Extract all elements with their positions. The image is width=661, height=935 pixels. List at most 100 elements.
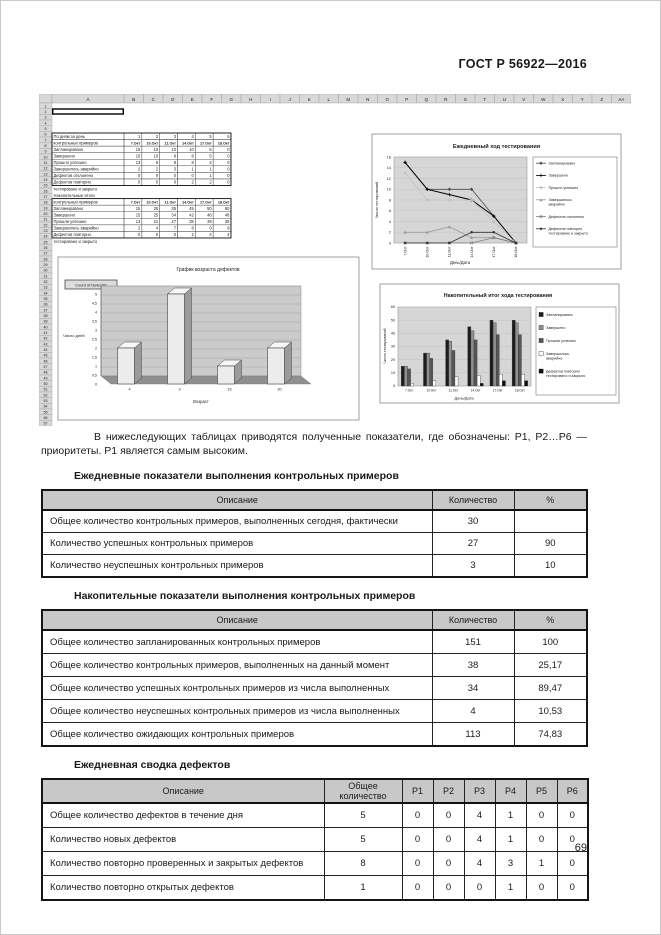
- svg-text:7: 7: [45, 138, 47, 142]
- svg-text:31: 31: [44, 274, 48, 278]
- svg-text:55: 55: [44, 410, 48, 414]
- svg-text:13: 13: [136, 160, 141, 165]
- column-header: Описание: [41, 609, 433, 631]
- svg-text:37: 37: [44, 308, 48, 312]
- table-cell: [513, 509, 588, 533]
- svg-text:29: 29: [44, 263, 48, 267]
- svg-text:X: X: [561, 97, 564, 102]
- svg-text:0: 0: [192, 173, 195, 178]
- daily-line-chart: Ежедневный ход тестирования 0 2 4 6 8 10 12 14 16…: [371, 133, 622, 270]
- svg-text:5: 5: [209, 134, 212, 139]
- svg-text:контрольных примеров: контрольных примеров: [54, 199, 98, 204]
- svg-text:12: 12: [44, 167, 48, 171]
- svg-text:0: 0: [95, 382, 97, 386]
- svg-text:1: 1: [45, 104, 47, 108]
- svg-text:42: 42: [189, 213, 194, 218]
- svg-text:9: 9: [174, 153, 177, 158]
- selected-cell-a2: [51, 108, 124, 115]
- svg-text:9: 9: [178, 388, 180, 392]
- table-cell: 4: [463, 802, 496, 828]
- svg-text:56: 56: [44, 416, 48, 420]
- svg-text:Дефектов повторно: Дефектов повторно: [54, 180, 92, 185]
- table-cell: 0: [401, 875, 434, 901]
- table-row: Общее количество контрольных примеров, в…: [41, 653, 588, 677]
- intro-paragraph: В нижеследующих таблицах приводятся полу…: [41, 431, 587, 457]
- svg-text:24: 24: [44, 235, 48, 239]
- table-row: Количество повторно проверенных и закрыт…: [41, 851, 589, 876]
- svg-text:17: 17: [44, 195, 48, 199]
- table-cell: 0: [525, 802, 558, 828]
- svg-text:60: 60: [391, 305, 395, 309]
- svg-text:26: 26: [44, 246, 48, 250]
- svg-text:7.Окт: 7.Окт: [405, 389, 414, 393]
- svg-text:41: 41: [44, 331, 48, 335]
- svg-text:Завершилось: Завершилось: [549, 198, 572, 202]
- svg-text:2: 2: [156, 134, 159, 139]
- svg-text:10: 10: [387, 188, 391, 192]
- table-cell: 1: [494, 827, 527, 852]
- svg-text:8: 8: [192, 160, 195, 165]
- svg-text:контрольных примеров: контрольных примеров: [54, 140, 98, 145]
- svg-text:4: 4: [45, 121, 47, 125]
- table-cell: 0: [463, 875, 496, 901]
- svg-text:50: 50: [225, 206, 230, 211]
- svg-text:15: 15: [136, 147, 141, 152]
- table-cell: 90: [513, 532, 588, 555]
- svg-text:K: K: [308, 97, 311, 102]
- svg-text:E: E: [191, 97, 194, 102]
- svg-text:10.Окт: 10.Окт: [426, 389, 436, 393]
- svg-text:T: T: [483, 97, 486, 102]
- svg-text:G: G: [229, 97, 233, 102]
- document-body: В нижеследующих таблицах приводятся полу…: [41, 431, 589, 901]
- svg-text:8: 8: [192, 226, 195, 231]
- svg-text:0: 0: [389, 241, 391, 245]
- svg-text:4: 4: [209, 160, 212, 165]
- svg-text:1: 1: [209, 167, 212, 172]
- svg-text:День/Дата: День/Дата: [454, 396, 474, 401]
- svg-text:33: 33: [44, 286, 48, 290]
- svg-text:Прошли успешно: Прошли успешно: [546, 339, 576, 343]
- svg-text:45: 45: [44, 354, 48, 358]
- svg-text:50: 50: [44, 382, 48, 386]
- table-header-row: Описание Общее количество P1 P2 P3 P4 P5 P6: [41, 778, 589, 804]
- svg-text:B: B: [132, 97, 135, 102]
- svg-text:4: 4: [209, 232, 212, 237]
- svg-text:51: 51: [44, 388, 48, 392]
- column-header: P2: [432, 778, 465, 804]
- svg-text:0: 0: [174, 180, 177, 185]
- svg-text:1: 1: [138, 134, 141, 139]
- svg-text:Прошло успешно: Прошло успешно: [549, 186, 579, 190]
- svg-text:54: 54: [44, 405, 48, 409]
- svg-text:15: 15: [136, 153, 141, 158]
- table-cell: Общее количество успешных контрольных пр…: [41, 676, 433, 700]
- svg-text:14: 14: [387, 166, 391, 170]
- svg-text:тестировано и закрыто: тестировано и закрыто: [546, 374, 585, 378]
- svg-text:53: 53: [44, 399, 48, 403]
- svg-text:Дефектов отклонено: Дефектов отклонено: [54, 173, 94, 178]
- svg-text:Завершилось аварийно: Завершилось аварийно: [54, 167, 100, 172]
- svg-text:7.Окт: 7.Окт: [131, 141, 141, 145]
- svg-text:2: 2: [209, 180, 212, 185]
- table-cell: Общее количество запланированных контрол…: [41, 629, 433, 654]
- svg-text:4: 4: [227, 232, 230, 237]
- svg-text:25: 25: [154, 213, 159, 218]
- svg-text:2: 2: [192, 232, 195, 237]
- svg-text:8: 8: [389, 198, 391, 202]
- svg-text:2: 2: [192, 180, 195, 185]
- svg-text:39: 39: [44, 320, 48, 324]
- table-cell: 38: [431, 653, 515, 677]
- svg-text:Число дней: Число дней: [63, 333, 85, 338]
- svg-text:0: 0: [227, 173, 230, 178]
- svg-text:17.Окт: 17.Окт: [493, 389, 503, 393]
- table-cell: 1: [525, 851, 558, 876]
- svg-text:18.Окт: 18.Окт: [218, 141, 230, 145]
- table-cell: Общее количество контрольных примеров, в…: [41, 653, 433, 677]
- svg-text:22: 22: [44, 223, 48, 227]
- svg-text:30: 30: [44, 269, 48, 273]
- svg-text:9: 9: [227, 226, 230, 231]
- svg-text:2: 2: [156, 167, 159, 172]
- table-cell: 1: [494, 875, 527, 901]
- svg-text:15: 15: [136, 213, 141, 218]
- svg-text:I: I: [270, 97, 271, 102]
- table-cell: 25,17: [513, 653, 588, 677]
